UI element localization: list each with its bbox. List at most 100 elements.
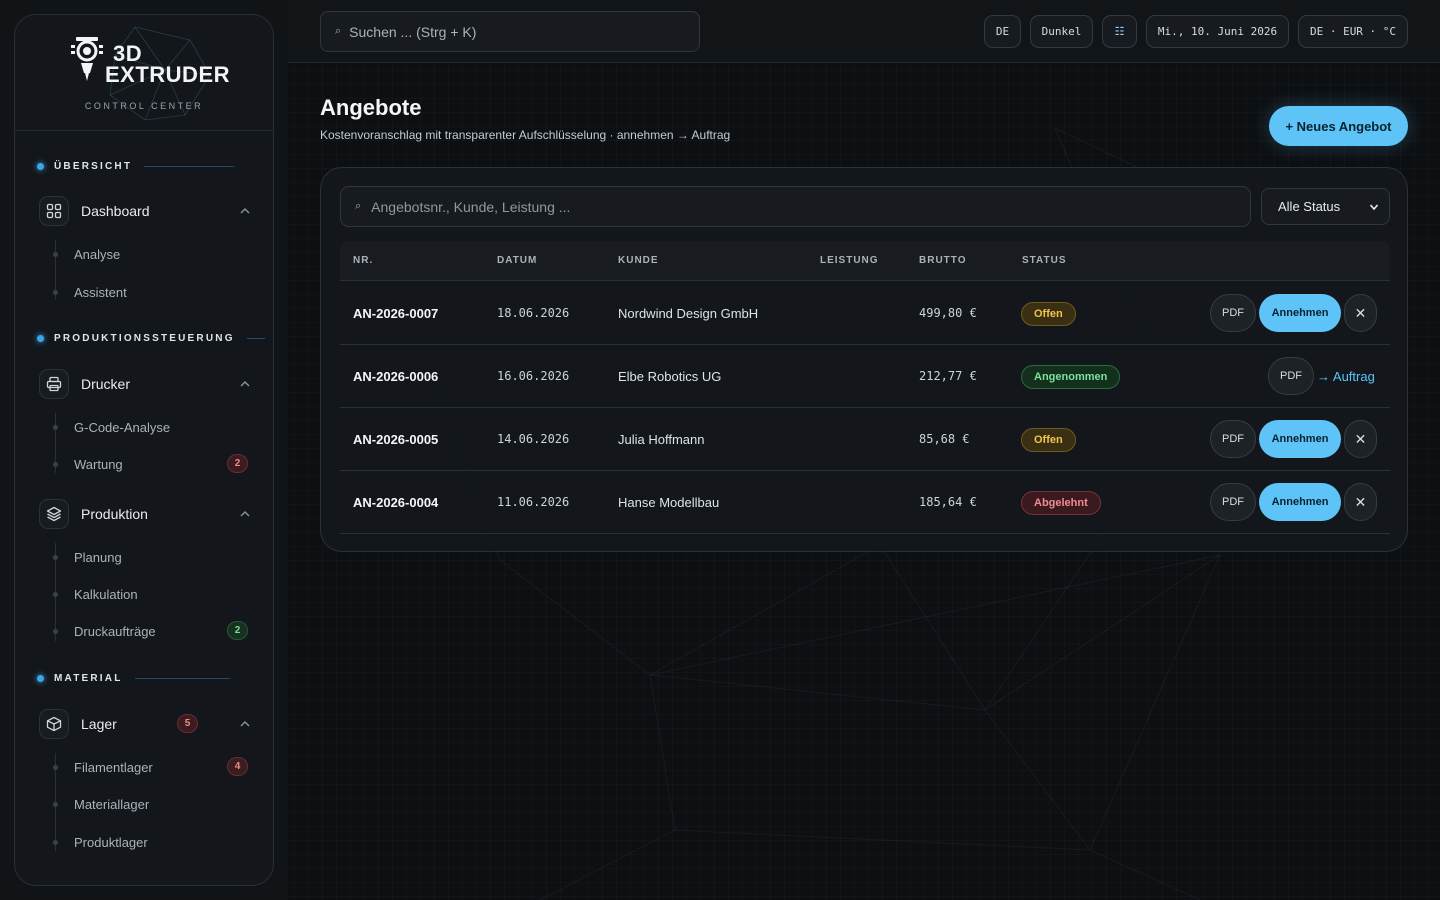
sidebar: 3D EXTRUDER CONTROL CENTER ÜBERSICHT Das… xyxy=(14,14,274,886)
quote-customer: Julia Hoffmann xyxy=(618,432,705,447)
chevron-up-icon[interactable] xyxy=(239,205,251,217)
section-dot xyxy=(37,163,44,170)
date-display: Mi., 10. Juni 2026 xyxy=(1146,15,1289,48)
quote-search-input[interactable]: ⌕ Angebotsnr., Kunde, Leistung ... xyxy=(340,186,1251,227)
section-dot xyxy=(37,675,44,682)
quote-customer: Nordwind Design GmbH xyxy=(618,306,759,321)
sidebar-item-label: Produktlager xyxy=(74,834,148,850)
accept-button[interactable]: Annehmen xyxy=(1259,294,1341,332)
quote-date: 16.06.2026 xyxy=(497,369,570,383)
section-title: ÜBERSICHT xyxy=(54,161,133,172)
pdf-button[interactable]: PDF xyxy=(1210,483,1256,521)
sidebar-item-planung[interactable]: Planung xyxy=(51,547,249,567)
quote-gross: 85,68 € xyxy=(919,432,970,446)
quotes-card: ⌕ Angebotsnr., Kunde, Leistung ... Alle … xyxy=(320,167,1408,552)
section-dot xyxy=(37,335,44,342)
sidebar-item-assistent[interactable]: Assistent xyxy=(51,282,249,302)
page-title: Angebote xyxy=(320,95,422,120)
sidebar-item-kalkulation[interactable]: Kalkulation xyxy=(51,584,249,604)
status-filter-select[interactable]: Alle Status xyxy=(1261,188,1390,225)
grid-icon xyxy=(39,196,69,226)
subtree-line xyxy=(55,413,56,473)
language-toggle[interactable]: DE xyxy=(984,15,1021,48)
nav-group-label: Drucker xyxy=(81,376,131,392)
sidebar-item-label: G-Code-Analyse xyxy=(74,419,171,435)
pdf-button[interactable]: PDF xyxy=(1268,357,1314,395)
brand-logo[interactable]: 3D EXTRUDER CONTROL CENTER xyxy=(15,15,273,131)
count-badge: 2 xyxy=(227,621,248,640)
bullet xyxy=(53,591,58,597)
quote-number: AN-2026-0006 xyxy=(353,369,439,384)
pdf-button[interactable]: PDF xyxy=(1210,294,1256,332)
chevron-up-icon[interactable] xyxy=(239,718,251,730)
new-quote-button[interactable]: + Neues Angebot xyxy=(1269,106,1408,146)
table-row[interactable]: AN-2026-0004 11.06.2026 Hanse Modellbau … xyxy=(340,471,1390,534)
accept-button[interactable]: Annehmen xyxy=(1259,420,1341,458)
status-badge: Angenommen xyxy=(1021,365,1121,389)
column-header-leistung[interactable]: LEISTUNG xyxy=(820,255,879,266)
quote-gross: 499,80 € xyxy=(919,306,977,320)
sidebar-item-label: Kalkulation xyxy=(74,586,138,602)
sidebar-item-wartung[interactable]: Wartung 2 xyxy=(51,454,249,474)
reject-button[interactable]: ✕ xyxy=(1344,420,1377,458)
bullet xyxy=(53,424,58,430)
nav-group-dashboard[interactable]: Dashboard xyxy=(39,195,251,227)
nav-group-drucker[interactable]: Drucker xyxy=(39,368,251,400)
bullet xyxy=(53,839,58,845)
sidebar-item-label: Filamentlager xyxy=(74,759,153,775)
status-badge: Offen xyxy=(1021,428,1076,452)
quote-date: 14.06.2026 xyxy=(497,432,570,446)
column-header-nr[interactable]: NR. xyxy=(353,255,374,266)
bullet xyxy=(53,764,58,770)
reject-button[interactable]: ✕ xyxy=(1344,294,1377,332)
table-header: NR. DATUM KUNDE LEISTUNG BRUTTO STATUS xyxy=(340,241,1390,281)
section-uebersicht: ÜBERSICHT xyxy=(37,161,235,172)
topbar: ⌕ Suchen ... (Strg + K) DE Dunkel ☷ Mi.,… xyxy=(288,0,1440,63)
chevron-up-icon[interactable] xyxy=(239,378,251,390)
pdf-button[interactable]: PDF xyxy=(1210,420,1256,458)
status-badge: Abgelehnt xyxy=(1021,491,1101,515)
count-badge: 5 xyxy=(177,714,198,733)
sidebar-item-materiallager[interactable]: Materiallager xyxy=(51,794,249,814)
count-badge: 2 xyxy=(227,454,248,473)
section-rule xyxy=(246,338,265,339)
reject-button[interactable]: ✕ xyxy=(1344,483,1377,521)
bullet xyxy=(53,251,58,257)
quote-gross: 185,64 € xyxy=(919,495,977,509)
accept-button[interactable]: Annehmen xyxy=(1259,483,1341,521)
table-row[interactable]: AN-2026-0006 16.06.2026 Elbe Robotics UG… xyxy=(340,345,1390,408)
sidebar-item-filamentlager[interactable]: Filamentlager 4 xyxy=(51,757,249,777)
table-row[interactable]: AN-2026-0007 18.06.2026 Nordwind Design … xyxy=(340,282,1390,345)
column-header-brutto[interactable]: BRUTTO xyxy=(919,255,967,266)
order-link[interactable]: → Auftrag xyxy=(1317,369,1375,384)
column-header-kunde[interactable]: KUNDE xyxy=(618,255,659,266)
status-badge: Offen xyxy=(1021,302,1076,326)
quote-gross: 212,77 € xyxy=(919,369,977,383)
sidebar-item-druckauftraege[interactable]: Druckaufträge 2 xyxy=(51,621,249,641)
theme-toggle[interactable]: Dunkel xyxy=(1030,15,1093,48)
global-search-input[interactable]: ⌕ Suchen ... (Strg + K) xyxy=(320,11,700,52)
nav-group-produktion[interactable]: Produktion xyxy=(39,498,251,530)
quote-date: 11.06.2026 xyxy=(497,495,570,509)
quote-customer: Elbe Robotics UG xyxy=(618,369,722,384)
bullet xyxy=(53,461,58,467)
sidebar-item-produktlager[interactable]: Produktlager xyxy=(51,832,249,852)
chevron-up-icon[interactable] xyxy=(239,508,251,520)
sidebar-item-gcode-analyse[interactable]: G-Code-Analyse xyxy=(51,417,249,437)
sidebar-background: 3D EXTRUDER CONTROL CENTER ÜBERSICHT Das… xyxy=(0,0,288,900)
sidebar-item-analyse[interactable]: Analyse xyxy=(51,244,249,264)
quote-customer: Hanse Modellbau xyxy=(618,495,720,510)
section-title: PRODUKTIONSSTEUERUNG xyxy=(54,333,235,344)
column-header-status[interactable]: STATUS xyxy=(1022,255,1067,266)
settings-icon[interactable]: ☷ xyxy=(1102,15,1137,48)
table-row[interactable]: AN-2026-0005 14.06.2026 Julia Hoffmann 8… xyxy=(340,408,1390,471)
brand-subtitle: CONTROL CENTER xyxy=(84,101,204,111)
locale-settings[interactable]: DE · EUR · °C xyxy=(1298,15,1408,48)
nav-group-lager[interactable]: Lager 5 xyxy=(39,708,251,740)
section-produktionssteuerung: PRODUKTIONSSTEUERUNG xyxy=(37,333,265,344)
column-header-datum[interactable]: DATUM xyxy=(497,255,538,266)
quote-date: 18.06.2026 xyxy=(497,306,570,320)
section-material: MATERIAL xyxy=(37,673,230,684)
count-badge: 4 xyxy=(227,757,248,776)
search-placeholder: Suchen ... (Strg + K) xyxy=(349,23,477,40)
